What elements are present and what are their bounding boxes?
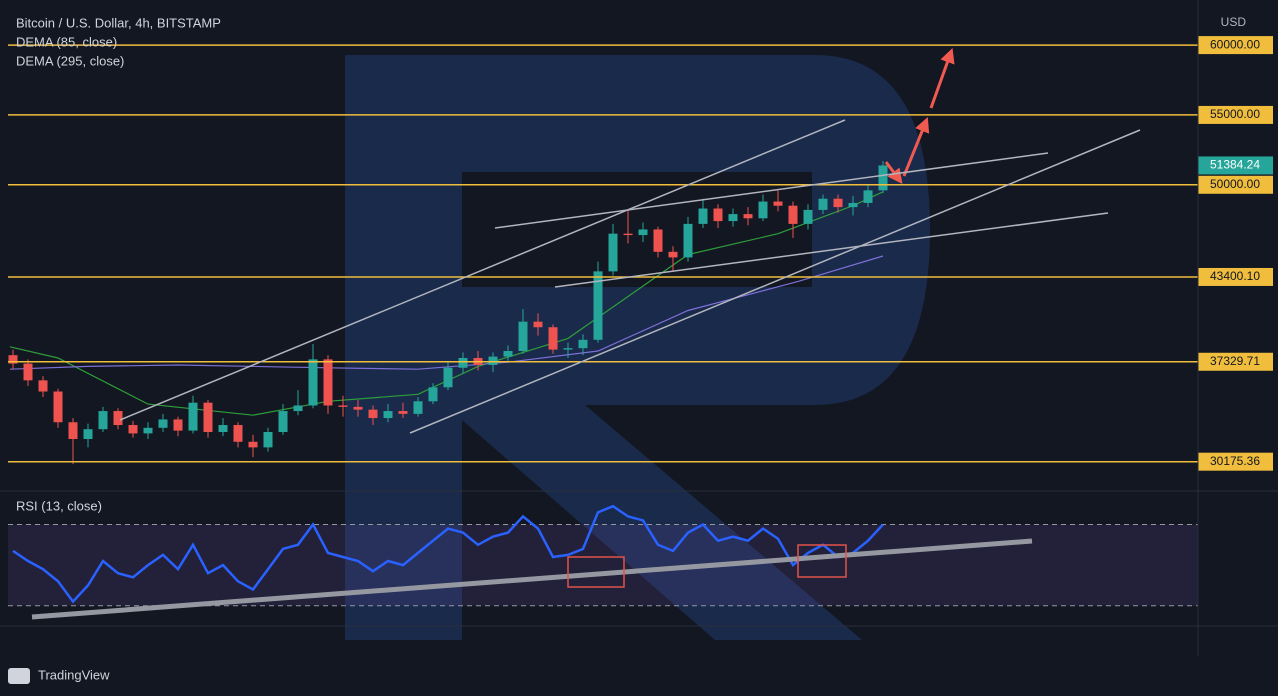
level-label-box: [1198, 105, 1273, 124]
candle-body: [233, 425, 243, 442]
candle-body: [68, 422, 78, 439]
candle-body: [863, 190, 873, 203]
candle-body: [698, 208, 708, 224]
last-price-label: 51384.24: [1210, 158, 1260, 172]
candle-body: [203, 402, 213, 433]
candle-body: [773, 201, 783, 206]
candle-body: [83, 429, 93, 439]
candle-body: [548, 327, 558, 350]
level-label: 37329.71: [1210, 354, 1260, 368]
candle-body: [428, 387, 438, 402]
legend-entry: RSI (13, close): [16, 498, 102, 513]
level-label-box: [1198, 267, 1273, 286]
candle-body: [713, 208, 723, 222]
candle-body: [533, 321, 543, 328]
trend-line: [409, 129, 1141, 434]
level-label-box: [1198, 175, 1273, 194]
candle-body: [683, 223, 693, 258]
level-label: 50000.00: [1210, 177, 1260, 191]
candle-body: [278, 411, 288, 433]
candle-body: [383, 411, 393, 419]
watermark: [345, 55, 930, 640]
arrow: [902, 117, 930, 177]
candle-body: [353, 406, 363, 410]
plot: [8, 44, 1198, 607]
trend-line: [119, 119, 846, 421]
arrows: [884, 47, 955, 184]
candle-body: [563, 348, 573, 350]
candle-body: [413, 401, 423, 414]
candle-body: [743, 214, 753, 219]
logo-icon[interactable]: [8, 668, 30, 684]
rsi-trend-line: [31, 538, 1033, 620]
last-price-box: [1198, 156, 1273, 175]
candle-body: [848, 202, 858, 208]
brand[interactable]: TradingView: [38, 667, 110, 682]
level-label-box: [1198, 36, 1273, 55]
level-label: 43400.10: [1210, 269, 1260, 283]
candle-body: [803, 209, 813, 224]
level-label-box: [1198, 452, 1273, 471]
candle-body: [653, 229, 663, 252]
logo: TradingView: [8, 667, 110, 684]
candle-body: [158, 419, 168, 428]
candle-body: [398, 411, 408, 414]
candle-body: [593, 271, 603, 340]
candle-body: [608, 233, 618, 272]
legend-entry: DEMA (85, close): [16, 34, 117, 49]
candle-body: [833, 198, 843, 208]
candle-body: [188, 402, 198, 431]
candle-body: [263, 432, 273, 448]
candle-body: [23, 363, 33, 381]
candle-body: [53, 391, 63, 423]
arrow: [884, 161, 903, 184]
candle-body: [368, 409, 378, 419]
currency: USD: [1221, 15, 1247, 29]
candle-body: [578, 339, 588, 349]
candle-body: [293, 405, 303, 412]
candle-body: [668, 251, 678, 258]
candle-body: [758, 201, 768, 219]
candle-body: [458, 357, 468, 368]
legend-entry: DEMA (295, close): [16, 53, 124, 68]
candle-body: [878, 165, 888, 191]
candle-body: [638, 229, 648, 236]
candle-body: [323, 359, 333, 406]
candle-body: [98, 411, 108, 430]
axes: 60000.00 55000.00 50000.00 43400.10 37329.71…: [1198, 36, 1273, 471]
candle-body: [488, 356, 498, 365]
candle-body: [503, 350, 513, 357]
candle-body: [248, 441, 258, 448]
candle-body: [728, 214, 738, 222]
candle-body: [143, 427, 153, 434]
candle-body: [113, 411, 123, 426]
candle-body: [128, 425, 138, 434]
trend-line: [494, 152, 1049, 229]
rsi-band: [8, 524, 1198, 606]
candle-body: [623, 233, 633, 236]
indicator-line: [12, 504, 884, 604]
candle-body: [218, 425, 228, 433]
level-label-box: [1198, 352, 1273, 371]
candle-body: [38, 380, 48, 392]
candle-body: [308, 359, 318, 406]
candle-body: [818, 198, 828, 210]
candle-body: [443, 367, 453, 388]
trend-line: [554, 212, 1109, 288]
candle-body: [518, 321, 528, 351]
level-label: 60000.00: [1210, 37, 1260, 51]
highlight-box: [797, 544, 847, 578]
candle-body: [338, 405, 348, 407]
candle-body: [8, 355, 18, 364]
candle-body: [788, 205, 798, 224]
level-label: 30175.36: [1210, 454, 1260, 468]
arrow: [929, 47, 955, 109]
candle-body: [173, 419, 183, 431]
chart-title: Bitcoin / U.S. Dollar, 4h, BITSTAMP: [16, 15, 221, 30]
level-label: 55000.00: [1210, 107, 1260, 121]
drawings: [31, 119, 1141, 620]
highlight-box: [567, 556, 625, 588]
